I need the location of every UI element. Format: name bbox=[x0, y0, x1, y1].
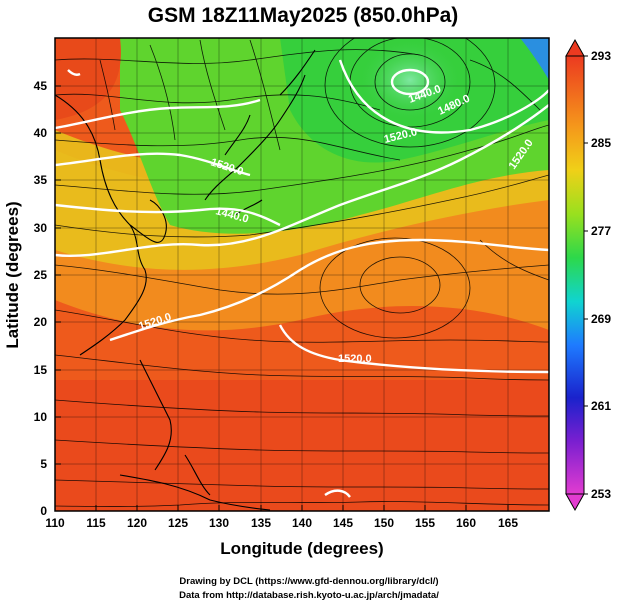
contour-line bbox=[109, 238, 549, 342]
axis-ticks bbox=[54, 85, 509, 511]
contour-line bbox=[278, 324, 549, 374]
x-tick-label: 130 bbox=[209, 516, 229, 530]
x-tick-label: 110 bbox=[45, 516, 65, 530]
colorbar-bottom-cap bbox=[565, 493, 585, 512]
y-tick-label: 40 bbox=[34, 126, 48, 140]
map-plot: 1520.0 1440.0 1520.0 1520.0 1520.0 1440.… bbox=[55, 38, 549, 511]
contour-line bbox=[55, 104, 549, 257]
colorbar-label: 269 bbox=[591, 312, 611, 326]
chart-title: GSM 18Z11May2025 (850.0hPa) bbox=[148, 4, 459, 27]
colorbar-label: 285 bbox=[591, 136, 611, 150]
height-contours bbox=[55, 59, 549, 498]
ne-corner bbox=[520, 38, 549, 80]
x-tick-labels: 110 115 120 125 130 135 140 145 150 155 … bbox=[45, 516, 518, 530]
nw-warm bbox=[55, 38, 121, 120]
y-tick-label: 30 bbox=[34, 221, 48, 235]
y-axis-label: Latitude (degrees) bbox=[3, 201, 22, 348]
colorbar-top-cap bbox=[565, 38, 585, 57]
x-tick-label: 155 bbox=[415, 516, 435, 530]
streamlines bbox=[55, 38, 549, 508]
y-tick-label: 10 bbox=[34, 410, 48, 424]
colorbar-label: 261 bbox=[591, 399, 611, 413]
colorbar: 293 285 277 269 261 253 bbox=[565, 38, 611, 512]
x-tick-label: 145 bbox=[333, 516, 353, 530]
x-tick-label: 115 bbox=[86, 516, 106, 530]
contour-low bbox=[390, 68, 430, 96]
contour-line bbox=[338, 59, 549, 134]
colorbar-gradient bbox=[565, 55, 585, 495]
x-tick-label: 125 bbox=[168, 516, 188, 530]
credit-data: Data from http://database.rish.kyoto-u.a… bbox=[179, 590, 439, 601]
colorbar-label: 293 bbox=[591, 49, 611, 63]
coastlines bbox=[55, 49, 316, 511]
credit-drawing: Drawing by DCL (https://www.gfd-dennou.o… bbox=[179, 576, 438, 587]
contour-line bbox=[324, 489, 351, 498]
x-tick-label: 160 bbox=[456, 516, 476, 530]
x-axis-label: Longitude (degrees) bbox=[220, 539, 383, 558]
low-center bbox=[360, 40, 460, 120]
y-tick-label: 25 bbox=[34, 268, 48, 282]
map-grid bbox=[55, 38, 549, 511]
y-tick-label: 5 bbox=[40, 457, 47, 471]
contour-line bbox=[55, 203, 281, 227]
contour-line bbox=[55, 152, 251, 177]
y-tick-label: 35 bbox=[34, 173, 48, 187]
y-tick-labels: 0 5 10 15 20 25 30 35 40 45 bbox=[34, 79, 48, 518]
x-tick-label: 165 bbox=[498, 516, 518, 530]
y-tick-label: 0 bbox=[40, 504, 47, 518]
x-tick-label: 120 bbox=[127, 516, 147, 530]
y-tick-label: 20 bbox=[34, 315, 48, 329]
x-tick-label: 135 bbox=[251, 516, 271, 530]
y-tick-label: 15 bbox=[34, 363, 48, 377]
colorbar-label: 253 bbox=[591, 487, 611, 501]
y-tick-label: 45 bbox=[34, 79, 48, 93]
colorbar-label: 277 bbox=[591, 224, 611, 238]
contour-line bbox=[55, 98, 261, 130]
x-tick-label: 150 bbox=[374, 516, 394, 530]
contour-line bbox=[67, 69, 81, 76]
x-tick-label: 140 bbox=[292, 516, 312, 530]
contour-label: 1520.0 bbox=[338, 353, 372, 365]
